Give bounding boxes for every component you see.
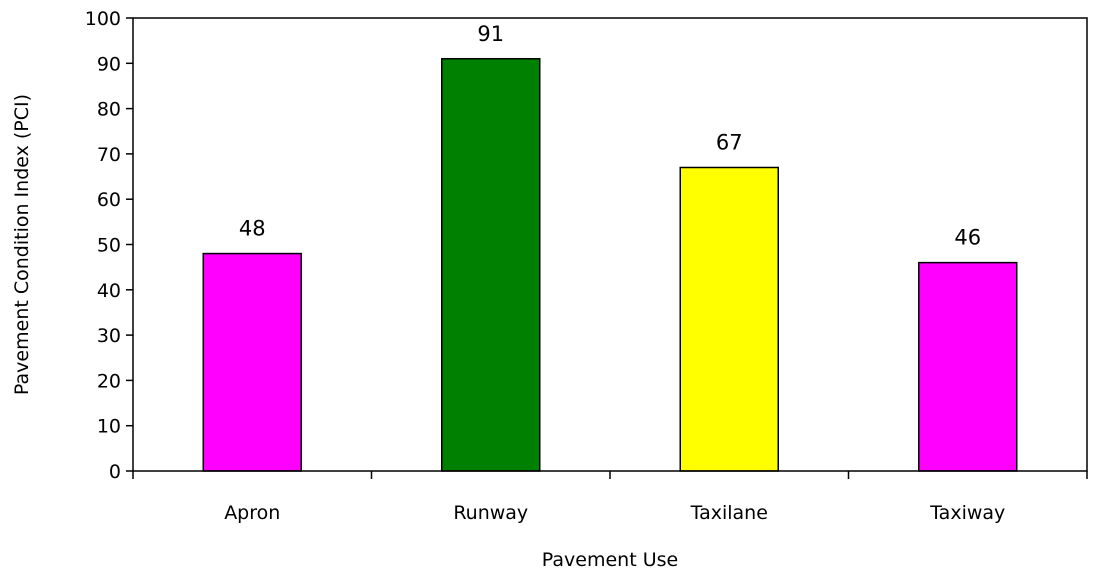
bar-apron	[202, 252, 302, 472]
y-tick-label: 80	[97, 99, 121, 121]
x-axis-ticks: Apron Runway Taxilane Taxiway	[132, 471, 1088, 524]
data-label: 67	[716, 130, 743, 154]
y-tick-label: 10	[97, 416, 121, 438]
data-label: 91	[477, 22, 504, 46]
y-tick-label: 30	[97, 325, 121, 347]
bar-runway	[441, 58, 541, 472]
plot-area-frame	[132, 17, 1088, 472]
y-tick-label: 100	[85, 8, 121, 30]
bars	[202, 58, 1018, 472]
x-axis-title: Pavement Use	[542, 549, 678, 571]
data-labels: 48 91 67 46	[239, 22, 981, 250]
x-category-label: Runway	[453, 502, 528, 524]
y-tick-label: 40	[97, 280, 121, 302]
y-tick-label: 90	[97, 53, 121, 75]
y-axis-title: Pavement Condition Index (PCI)	[11, 94, 33, 395]
data-label: 48	[239, 217, 266, 241]
y-tick-label: 0	[109, 461, 121, 483]
x-category-label: Taxilane	[690, 502, 768, 524]
bar-taxiway	[918, 261, 1018, 472]
bar-taxilane	[679, 166, 779, 472]
x-category-label: Apron	[224, 502, 280, 524]
x-category-label: Taxiway	[929, 502, 1005, 524]
y-tick-label: 60	[97, 189, 121, 211]
y-axis-ticks: 0 10 20 30 40 50 60 70 80 90 100	[85, 8, 133, 483]
data-label: 46	[954, 226, 981, 250]
y-tick-label: 70	[97, 144, 121, 166]
y-tick-label: 20	[97, 370, 121, 392]
y-tick-label: 50	[97, 235, 121, 257]
